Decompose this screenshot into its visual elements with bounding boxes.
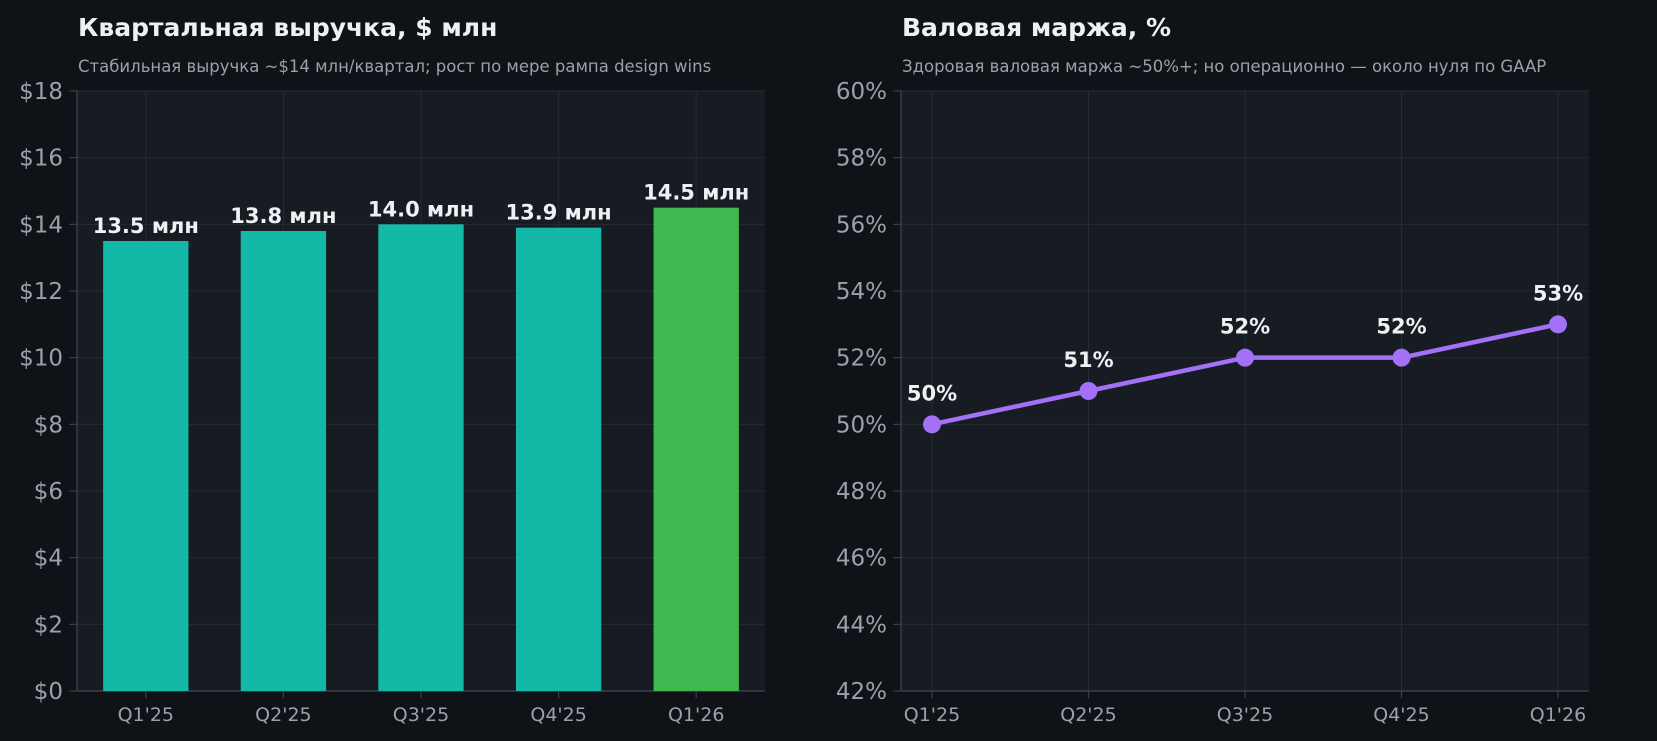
revenue-data-label: 13.8 млн bbox=[230, 204, 336, 228]
y-tick-label: $10 bbox=[19, 346, 63, 372]
margin-data-label: 50% bbox=[907, 381, 957, 405]
margin-axes bbox=[893, 90, 1589, 698]
x-tick-label: Q4'25 bbox=[1373, 704, 1429, 726]
revenue-bar bbox=[653, 207, 739, 691]
margin-chart-subtitle: Здоровая валовая маржа ~50%+; но операци… bbox=[902, 57, 1546, 76]
margin-chart-title: Валовая маржа, % bbox=[902, 13, 1171, 42]
margin-point bbox=[1079, 382, 1098, 400]
margin-point bbox=[1392, 348, 1411, 367]
revenue-data-label: 14.5 млн bbox=[643, 181, 749, 205]
revenue-data-label: 13.5 млн bbox=[93, 214, 199, 238]
revenue-bar bbox=[103, 241, 189, 691]
y-tick-label: 42% bbox=[836, 679, 887, 705]
y-tick-label: 50% bbox=[836, 412, 887, 438]
margin-x-ticks: Q1'25 Q2'25 Q3'25 Q4'25 Q1'26 bbox=[904, 704, 1586, 726]
margin-points bbox=[923, 315, 1567, 434]
revenue-chart: Квартальная выручка, $ млн Стабильная вы… bbox=[19, 13, 765, 726]
y-tick-label: $6 bbox=[34, 479, 63, 505]
y-tick-label: 56% bbox=[836, 212, 887, 238]
revenue-chart-subtitle: Стабильная выручка ~$14 млн/квартал; рос… bbox=[78, 57, 711, 76]
revenue-data-label: 14.0 млн bbox=[368, 197, 474, 221]
revenue-y-ticks: $0 $2 $4 $6 $8 $10 $12 $14 $16 $18 bbox=[19, 79, 63, 705]
y-tick-label: $8 bbox=[34, 412, 63, 438]
margin-y-ticks: 42% 44% 46% 48% 50% 52% 54% 56% 58% 60% bbox=[836, 79, 887, 705]
y-tick-label: $0 bbox=[34, 679, 63, 705]
y-tick-label: $14 bbox=[19, 212, 63, 238]
revenue-bar bbox=[378, 224, 464, 692]
y-tick-label: $4 bbox=[34, 546, 63, 572]
x-tick-label: Q3'25 bbox=[1217, 704, 1273, 726]
revenue-data-labels: 13.5 млн 13.8 млн 14.0 млн 13.9 млн 14.5 млн bbox=[93, 181, 750, 238]
revenue-chart-title: Квартальная выручка, $ млн bbox=[78, 13, 497, 42]
y-tick-label: 48% bbox=[836, 479, 887, 505]
x-tick-label: Q4'25 bbox=[530, 704, 586, 726]
margin-data-labels: 50% 51% 52% 52% 53% bbox=[907, 281, 1583, 405]
x-tick-label: Q2'25 bbox=[1060, 704, 1116, 726]
revenue-x-ticks: Q1'25 Q2'25 Q3'25 Q4'25 Q1'26 bbox=[118, 704, 725, 726]
y-tick-label: $16 bbox=[19, 146, 63, 172]
margin-data-label: 53% bbox=[1533, 281, 1583, 305]
y-tick-label: 58% bbox=[836, 146, 887, 172]
x-tick-label: Q1'26 bbox=[668, 704, 724, 726]
x-tick-label: Q1'26 bbox=[1530, 704, 1586, 726]
margin-point bbox=[1549, 315, 1567, 334]
x-tick-label: Q2'25 bbox=[255, 704, 311, 726]
margin-point bbox=[923, 415, 941, 434]
y-tick-label: 44% bbox=[836, 612, 887, 638]
y-tick-label: 46% bbox=[836, 546, 887, 572]
margin-data-label: 51% bbox=[1063, 348, 1113, 372]
margin-point bbox=[1236, 348, 1254, 367]
revenue-bar bbox=[240, 231, 327, 691]
x-tick-label: Q1'25 bbox=[118, 704, 174, 726]
x-tick-label: Q3'25 bbox=[393, 704, 449, 726]
revenue-bar bbox=[515, 227, 602, 691]
margin-chart: Валовая маржа, % Здоровая валовая маржа … bbox=[836, 13, 1589, 726]
margin-data-label: 52% bbox=[1376, 315, 1426, 339]
y-tick-label: 52% bbox=[836, 346, 887, 372]
revenue-data-label: 13.9 млн bbox=[506, 201, 612, 225]
margin-data-label: 52% bbox=[1220, 315, 1270, 339]
y-tick-label: 60% bbox=[836, 79, 887, 105]
y-tick-label: $12 bbox=[19, 279, 63, 305]
y-tick-label: 54% bbox=[836, 279, 887, 305]
x-tick-label: Q1'25 bbox=[904, 704, 960, 726]
revenue-bars bbox=[103, 207, 739, 692]
y-tick-label: $18 bbox=[19, 79, 63, 105]
y-tick-label: $2 bbox=[34, 612, 63, 638]
